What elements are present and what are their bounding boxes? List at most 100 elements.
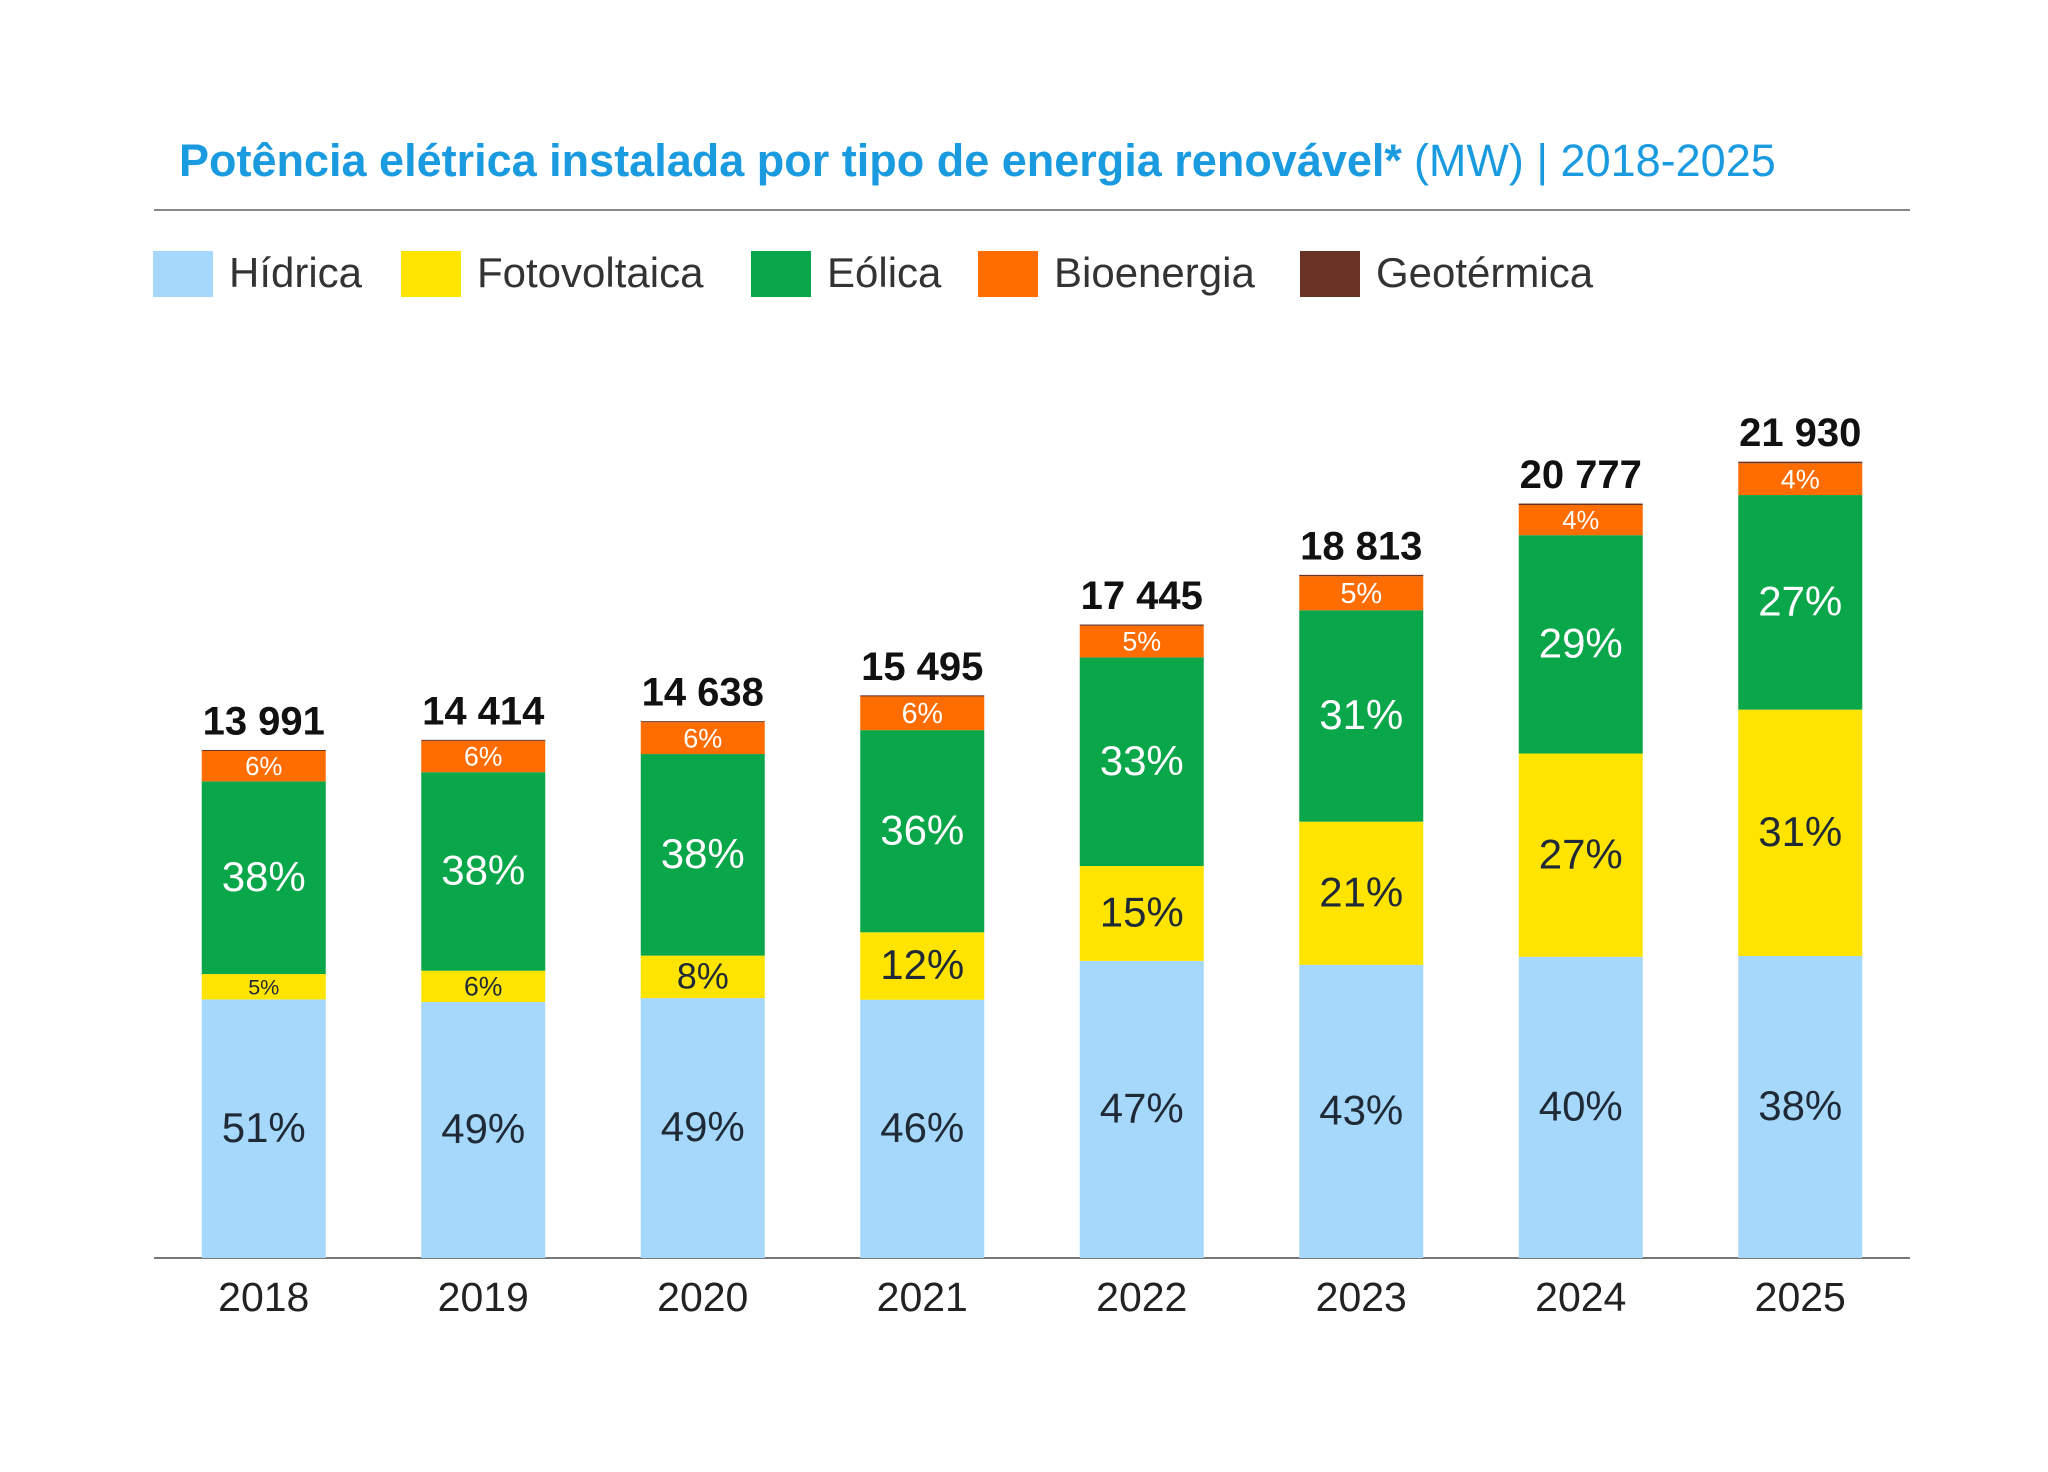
legend-swatch xyxy=(401,251,461,297)
bar-segment xyxy=(421,970,546,1003)
bar-segment xyxy=(1738,463,1863,496)
bar-segment xyxy=(1299,821,1424,965)
bar-segment xyxy=(421,1002,546,1258)
bar-segment xyxy=(201,749,326,751)
data-label: 6% xyxy=(902,698,943,730)
data-label: 4% xyxy=(1781,464,1820,494)
bar-segment xyxy=(860,999,985,1258)
data-label: 38% xyxy=(661,830,745,877)
bar-segment xyxy=(1738,709,1863,956)
data-label: 5% xyxy=(248,975,279,999)
data-label: 43% xyxy=(1319,1087,1403,1134)
data-label: 31% xyxy=(1758,808,1842,855)
bar-segment xyxy=(1738,495,1863,710)
bar-segment xyxy=(1299,574,1424,577)
data-label: 51% xyxy=(222,1104,306,1151)
total-label: 20 777 xyxy=(1520,453,1642,497)
data-label: 38% xyxy=(1758,1082,1842,1129)
data-label: 38% xyxy=(441,847,525,894)
bar-segment xyxy=(421,740,546,773)
data-label: 31% xyxy=(1319,691,1403,738)
chart-title: Potência elétrica instalada por tipo de … xyxy=(179,135,1776,186)
legend-label: Hídrica xyxy=(229,249,363,296)
data-label: 12% xyxy=(880,941,964,988)
bar-segment xyxy=(1299,576,1424,611)
total-label: 15 495 xyxy=(861,645,983,689)
legend-label: Eólica xyxy=(827,249,942,296)
bar-segment xyxy=(640,955,765,999)
total-label: 14 414 xyxy=(422,689,545,733)
x-tick-label: 2025 xyxy=(1755,1274,1846,1320)
data-label: 27% xyxy=(1758,577,1842,624)
data-label: 5% xyxy=(1122,627,1161,657)
legend-label: Fotovoltaica xyxy=(477,249,704,296)
bar-segment xyxy=(1738,955,1863,1258)
total-label: 17 445 xyxy=(1081,574,1203,618)
data-label: 6% xyxy=(464,971,502,1001)
bar-segment xyxy=(1079,866,1204,961)
x-tick-label: 2021 xyxy=(877,1274,968,1320)
total-label: 18 813 xyxy=(1300,524,1422,568)
data-label: 4% xyxy=(1562,507,1599,535)
bar-segment xyxy=(201,999,326,1258)
bar-segment xyxy=(1079,960,1204,1258)
legend-label: Bioenergia xyxy=(1054,249,1255,296)
bar-segment xyxy=(421,772,546,971)
data-label: 29% xyxy=(1539,619,1623,666)
total-label: 13 991 xyxy=(203,700,325,744)
x-tick-label: 2022 xyxy=(1096,1274,1187,1320)
data-label: 8% xyxy=(677,955,729,996)
data-label: 36% xyxy=(880,806,964,853)
data-label: 46% xyxy=(880,1104,964,1151)
total-label: 21 930 xyxy=(1739,411,1861,455)
bar-segment xyxy=(1079,624,1204,626)
bar-segment xyxy=(1738,461,1863,464)
bar-segment xyxy=(1518,503,1643,506)
bar-segment xyxy=(1518,535,1643,754)
x-tick-label: 2018 xyxy=(218,1274,309,1320)
bar-segment xyxy=(1299,610,1424,822)
bar-segment xyxy=(1299,964,1424,1258)
bar-segment xyxy=(201,750,326,782)
data-label: 15% xyxy=(1100,889,1184,936)
bar-segment xyxy=(640,998,765,1258)
data-label: 33% xyxy=(1100,737,1184,784)
x-tick-label: 2023 xyxy=(1316,1274,1407,1320)
data-label: 49% xyxy=(441,1105,525,1152)
data-label: 6% xyxy=(464,742,502,772)
data-label: 49% xyxy=(661,1103,745,1150)
bar-segment xyxy=(1518,956,1643,1258)
bar-segment xyxy=(860,696,985,731)
legend-swatch xyxy=(751,251,811,297)
legend-swatch xyxy=(1300,251,1360,297)
x-tick-label: 2020 xyxy=(657,1274,748,1320)
bar-segment xyxy=(1079,657,1204,867)
bar-segment xyxy=(860,730,985,933)
bar-segment xyxy=(1518,505,1643,536)
title-suffix: (MW) | 2018-2025 xyxy=(1414,135,1776,186)
data-label: 27% xyxy=(1539,830,1623,877)
bar-segment xyxy=(860,932,985,1000)
bar-segment xyxy=(640,722,765,755)
data-label: 5% xyxy=(1340,578,1382,610)
data-label: 6% xyxy=(245,753,282,781)
bar-segment xyxy=(860,695,985,697)
x-tick-label: 2019 xyxy=(438,1274,529,1320)
data-label: 38% xyxy=(222,853,306,900)
legend-label: Geotérmica xyxy=(1376,249,1594,296)
bar-segment xyxy=(201,974,326,1000)
bar-segment xyxy=(640,721,765,723)
x-tick-label: 2024 xyxy=(1535,1274,1626,1320)
title-main: Potência elétrica instalada por tipo de … xyxy=(179,135,1402,186)
data-label: 40% xyxy=(1539,1083,1623,1130)
legend-swatch xyxy=(978,251,1038,297)
bar-segment xyxy=(1079,625,1204,658)
bar-segment xyxy=(201,781,326,975)
bar-segment xyxy=(421,739,546,741)
data-label: 47% xyxy=(1100,1085,1184,1132)
total-label: 14 638 xyxy=(642,671,764,715)
bar-segment xyxy=(1518,753,1643,957)
legend-swatch xyxy=(153,251,213,297)
